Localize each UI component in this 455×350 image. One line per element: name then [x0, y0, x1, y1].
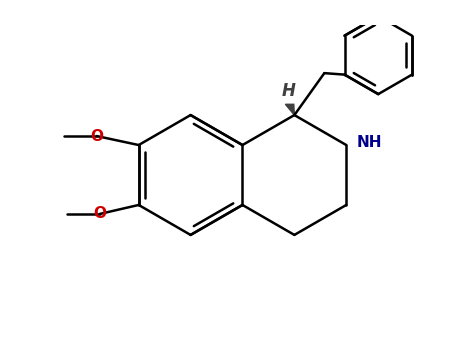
Text: NH: NH	[357, 134, 383, 149]
Text: O: O	[93, 206, 106, 222]
Text: O: O	[90, 128, 103, 143]
Text: H: H	[282, 82, 295, 100]
Polygon shape	[285, 104, 294, 115]
